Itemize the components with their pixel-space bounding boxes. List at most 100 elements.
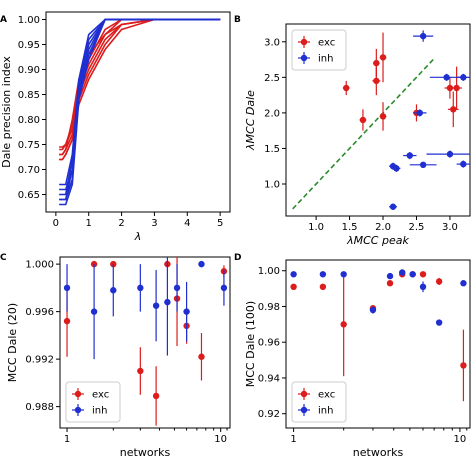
legend-label-exc: exc <box>92 390 109 401</box>
legend-label-inh: inh <box>92 406 107 417</box>
y-tick-label: 3.0 <box>264 37 280 48</box>
data-point-inh <box>393 165 400 172</box>
x-axis-label: λMCC peak <box>346 234 409 247</box>
x-tick-label: 5 <box>217 218 223 229</box>
y-tick-label: 1.5 <box>264 144 280 155</box>
data-point-inh <box>409 271 416 278</box>
data-point-inh <box>290 271 297 278</box>
axes-frame <box>285 23 471 217</box>
series-line-inh <box>59 18 221 186</box>
x-tick-label: 1 <box>86 218 92 229</box>
series-line-inh <box>59 18 221 201</box>
data-point-inh <box>460 74 467 81</box>
y-tick-label: 0.96 <box>258 338 280 349</box>
data-point-inh <box>416 109 424 117</box>
legend-marker-inh <box>300 54 308 62</box>
data-point-exc <box>319 283 327 291</box>
data-point-exc <box>460 362 467 369</box>
series-line-inh <box>59 18 221 196</box>
panel-d: D 1 10 0.92 0.94 0.96 0.98 1.00 networks MCC Dale… <box>234 253 471 459</box>
legend-label-inh: inh <box>318 406 333 417</box>
series-line-inh <box>59 18 221 201</box>
data-point-inh <box>446 150 454 158</box>
data-point-exc <box>343 84 350 92</box>
x-tick-label: 3.0 <box>442 222 458 233</box>
y-tick-label: 0.98 <box>258 302 280 313</box>
legend-marker-exc <box>74 390 82 398</box>
y-tick-label: 0.75 <box>18 140 40 151</box>
panel-label: B <box>234 15 241 25</box>
y-tick-label: 0.94 <box>258 373 280 384</box>
x-axis-label: networks <box>353 446 404 459</box>
series-line-exc <box>59 18 221 161</box>
data-point-exc <box>386 280 394 287</box>
y-tick-label: 0.95 <box>18 40 40 51</box>
y-axis-label: λMCC Dale <box>244 90 257 151</box>
legend-label-exc: exc <box>318 390 335 401</box>
data-point-exc <box>450 106 457 113</box>
y-tick-label: 0.90 <box>18 65 40 76</box>
data-point-exc <box>453 84 460 92</box>
y-tick-label: 0.80 <box>18 115 40 126</box>
data-point-inh <box>419 283 427 291</box>
x-tick-label: 2.0 <box>375 222 391 233</box>
x-tick-label: 2 <box>118 218 124 229</box>
data-point-inh <box>460 160 467 168</box>
data-point-inh <box>406 152 413 159</box>
legend: exc inh <box>291 381 347 423</box>
x-axis-label: networks <box>120 446 171 459</box>
panel-label: D <box>234 253 241 263</box>
data-point-inh <box>386 272 394 280</box>
data-point-exc <box>419 271 427 278</box>
data-point-inh <box>90 308 98 315</box>
series-line-inh <box>59 18 221 191</box>
identity-line <box>292 59 434 210</box>
data-point-inh <box>435 319 443 326</box>
x-tick-label: 2.5 <box>409 222 425 233</box>
panel-a: A 0 1 2 3 4 5 0.65 0.70 0.75 0.80 0.85 0.90 0.95 1.00 λ… <box>0 11 231 243</box>
y-tick-label: 0.992 <box>25 355 54 366</box>
x-tick-label: 1.5 <box>342 222 358 233</box>
series-line-inh <box>59 18 221 206</box>
y-tick-label: 1.000 <box>25 260 54 271</box>
x-tick-label: 0 <box>53 218 59 229</box>
legend-marker-inh <box>300 406 308 414</box>
axes-frame <box>45 11 231 213</box>
legend-label-exc: exc <box>318 38 335 49</box>
data-point-inh <box>399 269 406 276</box>
x-axis-label: λ <box>134 230 142 243</box>
y-axis-label: MCC Dale (100) <box>244 301 257 387</box>
data-point-inh <box>110 287 117 294</box>
data-point-inh <box>183 308 190 315</box>
panel-c: C 1 10 0.988 0.992 0.996 1.000 networks MCC Dale… <box>0 253 231 459</box>
x-tick-label: 10 <box>454 434 467 445</box>
y-axis-label: MCC Dale (20) <box>6 303 19 382</box>
data-point-inh <box>419 32 427 40</box>
x-tick-label: 10 <box>214 434 227 445</box>
data-point-inh <box>63 284 71 292</box>
data-point-exc <box>359 116 367 124</box>
data-point-exc <box>373 77 380 85</box>
panel-label: A <box>0 15 7 25</box>
data-point-inh <box>419 161 427 168</box>
y-tick-label: 0.92 <box>258 409 280 420</box>
data-point-exc <box>340 321 347 328</box>
data-point-inh <box>198 260 205 268</box>
data-point-inh <box>152 302 160 309</box>
data-point-inh <box>340 271 347 278</box>
y-axis-label: Dale precision index <box>0 56 13 168</box>
data-point-inh <box>319 271 327 278</box>
legend: exc inh <box>291 29 347 71</box>
data-point-inh <box>443 74 450 81</box>
legend: exc inh <box>65 381 121 423</box>
data-point-exc <box>379 54 387 61</box>
data-point-exc <box>373 59 380 67</box>
data-point-exc <box>137 367 144 375</box>
x-tick-label: 1 <box>290 434 296 445</box>
y-tick-label: 1.00 <box>258 266 280 277</box>
y-tick-label: 0.85 <box>18 90 40 101</box>
y-tick-label: 0.70 <box>18 165 40 176</box>
data-point-inh <box>173 284 181 292</box>
x-tick-label: 4 <box>184 218 190 229</box>
